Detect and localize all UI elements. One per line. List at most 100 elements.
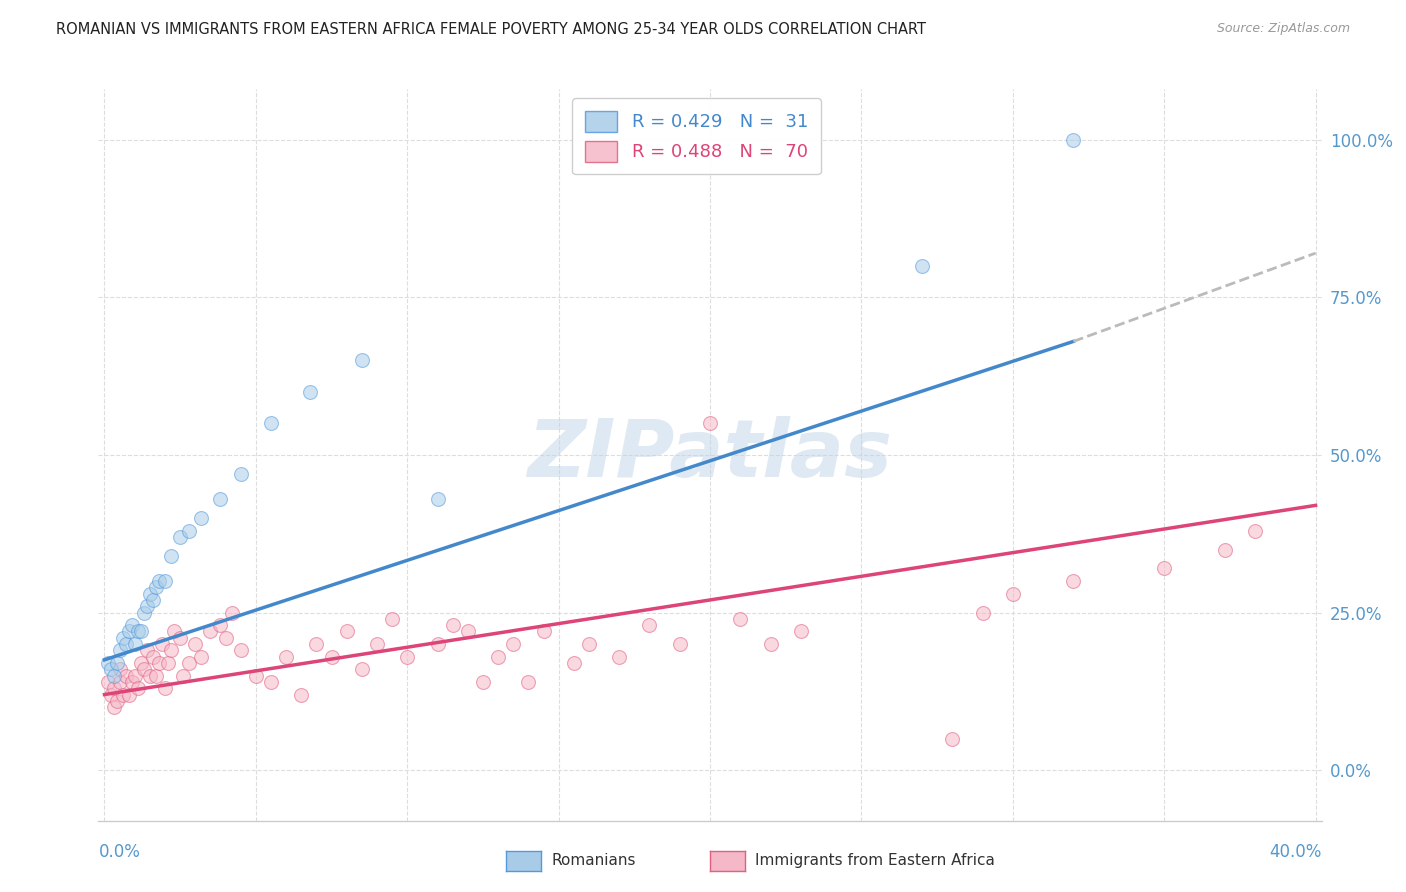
Point [108,662,131,676]
Point [208,618,231,632]
Point [96,656,118,670]
Point [118,624,141,639]
Point [381,612,404,626]
Point [124,668,146,682]
Point [142,649,165,664]
Point [118,688,141,702]
Point [139,668,162,682]
Text: Romanians: Romanians [551,854,636,868]
Point [184,637,207,651]
Point [111,688,134,702]
Point [1244,524,1267,538]
Point [114,668,136,682]
Point [1153,561,1175,575]
Point [790,624,813,639]
Text: Immigrants from Eastern Africa: Immigrants from Eastern Africa [755,854,995,868]
Point [607,649,630,664]
Point [145,668,167,682]
Point [911,259,934,273]
Point [129,656,152,670]
Point [1213,542,1236,557]
Point [100,662,122,676]
Point [441,618,464,632]
Point [160,643,183,657]
Point [1001,587,1024,601]
Point [100,688,122,702]
Text: 0.0%: 0.0% [98,843,141,861]
Point [163,624,186,639]
Point [336,624,359,639]
Point [299,384,322,399]
Point [208,491,231,506]
Point [121,674,143,689]
Text: 40.0%: 40.0% [1270,843,1322,861]
Point [200,624,222,639]
Point [457,624,479,639]
Point [132,662,155,676]
Point [759,637,782,651]
Point [486,649,509,664]
Point [245,668,267,682]
Point [96,674,118,689]
Text: Source: ZipAtlas.com: Source: ZipAtlas.com [1216,22,1350,36]
Point [941,731,963,746]
Point [517,674,540,689]
Point [108,674,131,689]
Point [169,530,191,544]
Point [153,681,176,696]
Point [668,637,690,651]
Point [145,580,167,594]
Point [190,649,212,664]
Point [972,606,994,620]
Point [214,631,236,645]
Point [533,624,555,639]
Point [148,574,170,588]
Point [105,656,128,670]
Point [260,674,283,689]
Point [105,694,128,708]
Point [108,643,131,657]
Point [127,681,149,696]
Point [426,637,449,651]
Point [114,637,136,651]
Point [148,656,170,670]
Point [305,637,328,651]
Point [179,656,201,670]
Point [699,417,721,431]
Point [103,681,125,696]
Point [229,643,252,657]
Point [124,637,146,651]
Point [471,674,494,689]
Point [350,353,373,368]
Point [121,618,143,632]
Point [1062,574,1084,588]
Point [426,491,449,506]
Point [129,624,152,639]
Point [290,688,312,702]
Point [321,649,343,664]
Point [366,637,388,651]
Point [127,624,149,639]
Point [172,668,194,682]
Point [260,417,283,431]
Text: ZIPatlas: ZIPatlas [527,416,893,494]
Point [139,587,162,601]
Point [638,618,661,632]
Point [135,599,157,614]
Point [276,649,298,664]
Point [350,662,373,676]
Point [562,656,585,670]
Point [135,643,157,657]
Point [221,606,243,620]
Legend: R = 0.429   N =  31, R = 0.488   N =  70: R = 0.429 N = 31, R = 0.488 N = 70 [572,98,821,174]
Point [132,606,155,620]
Point [229,467,252,481]
Point [730,612,752,626]
Point [103,668,125,682]
Point [160,549,183,563]
Text: ROMANIAN VS IMMIGRANTS FROM EASTERN AFRICA FEMALE POVERTY AMONG 25-34 YEAR OLDS : ROMANIAN VS IMMIGRANTS FROM EASTERN AFRI… [56,22,927,37]
Point [150,637,173,651]
Point [502,637,524,651]
Point [396,649,419,664]
Point [103,700,125,714]
